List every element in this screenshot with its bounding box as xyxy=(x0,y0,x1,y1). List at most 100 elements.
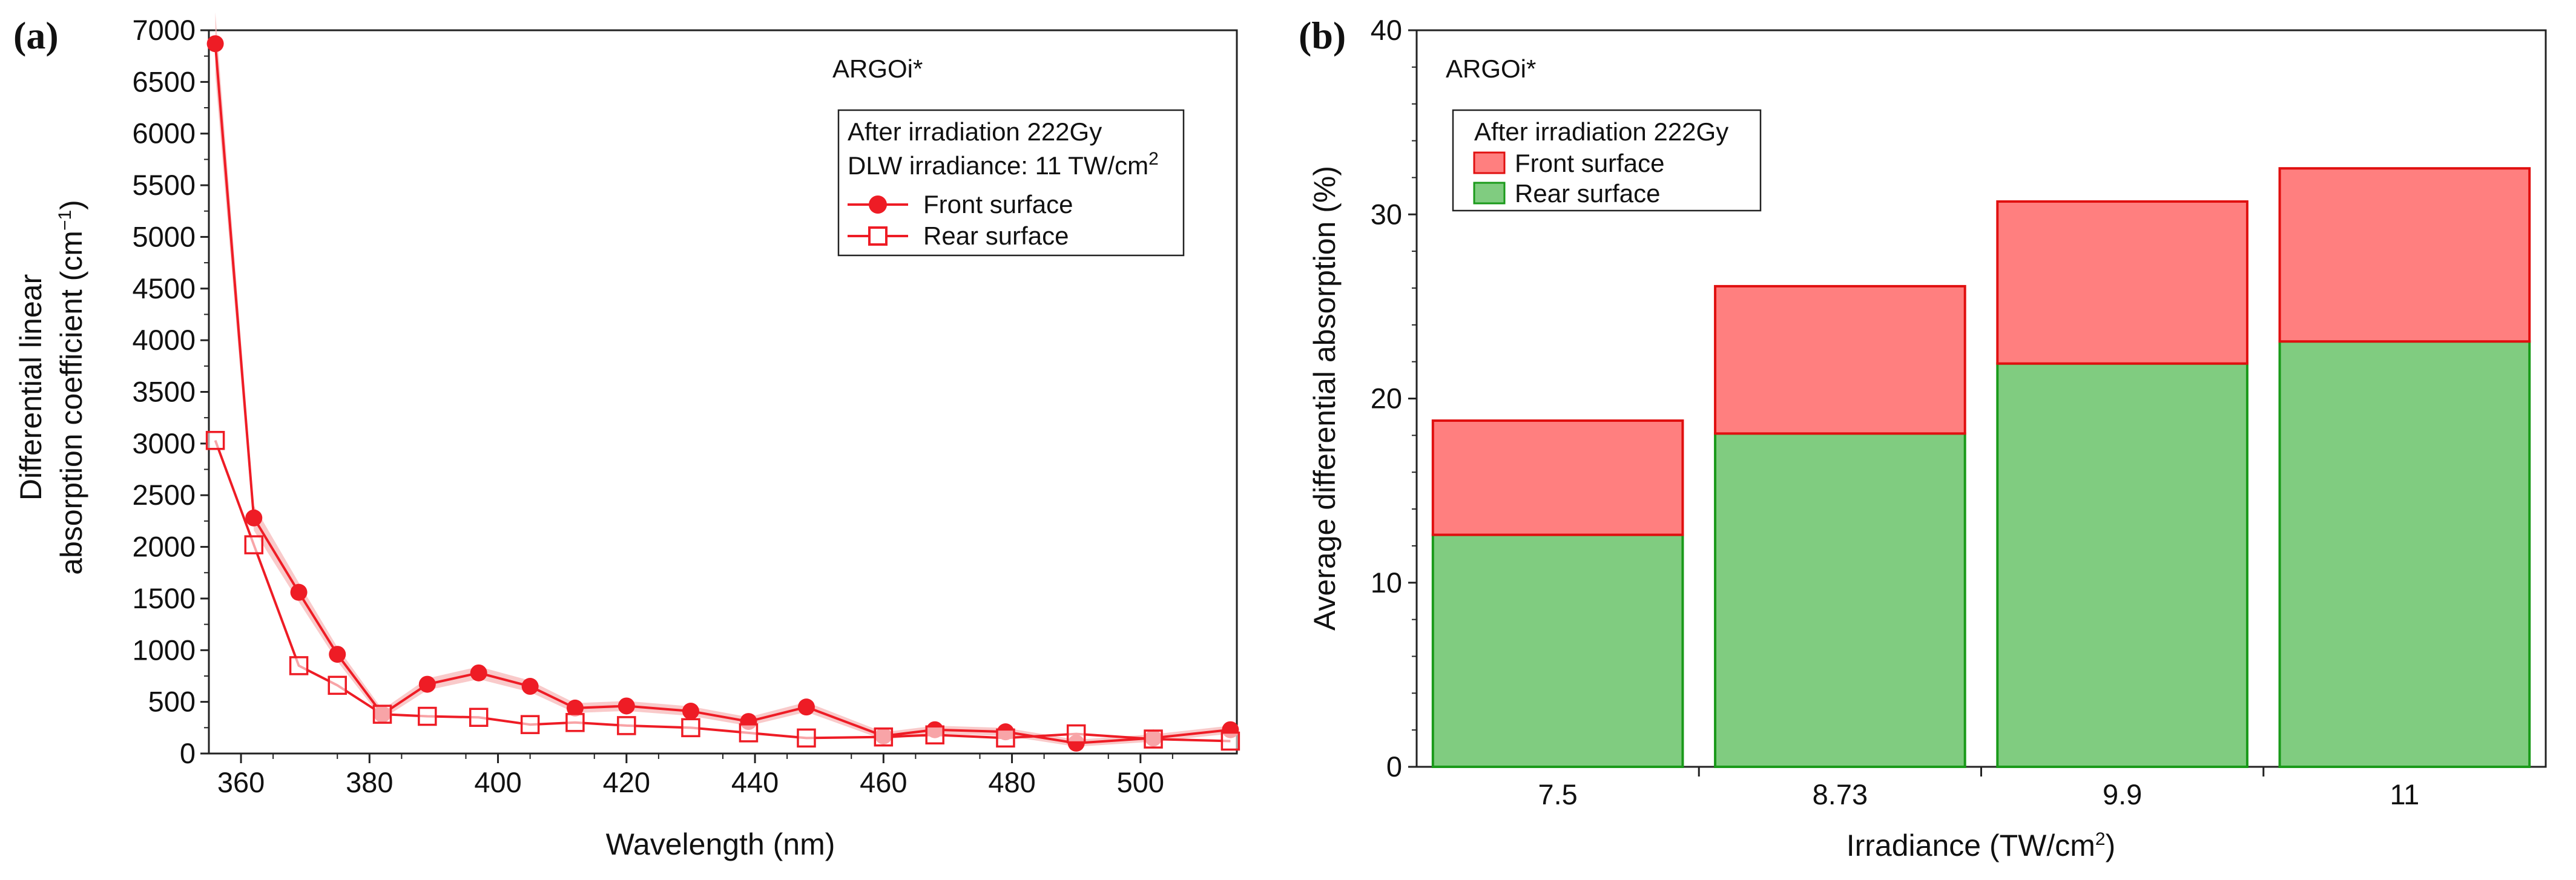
bar-front-surface xyxy=(1996,200,2248,365)
rear-surface-point xyxy=(925,725,944,745)
x-tick-label-a: 500 xyxy=(1117,766,1164,798)
y-tick-label-a: 5000 xyxy=(132,220,196,252)
rear-surface-point xyxy=(797,728,816,748)
front-surface-point xyxy=(682,703,699,720)
front-surface-point xyxy=(329,646,346,663)
y-tick-label-a: 6000 xyxy=(132,117,196,149)
y-tick-label-a: 4500 xyxy=(132,272,196,304)
front-surface-point xyxy=(566,699,584,717)
y-axis-b: 0 10 20 30 40 xyxy=(1371,14,1417,783)
y-tick-label-a: 5500 xyxy=(132,169,196,201)
x-tick-label-a: 420 xyxy=(603,766,650,798)
legend-b-front-label: Front surface xyxy=(1515,149,1664,177)
legend-a-irradiance-sup: 2 xyxy=(1148,149,1159,169)
rear-surface-point xyxy=(739,723,759,743)
rear-surface-point xyxy=(565,713,585,732)
legend-a-front-label: Front surface xyxy=(923,190,1073,218)
front-surface-point xyxy=(290,583,308,601)
front-surface-point xyxy=(470,664,487,681)
y-tick-label-b: 30 xyxy=(1371,198,1402,230)
y-axis-title-b: Average differential absorption (%) xyxy=(1308,166,1342,631)
x-tick-label-a: 400 xyxy=(474,766,521,798)
front-surface-point xyxy=(797,698,815,716)
front-surface-point xyxy=(206,35,224,53)
panel-label-b: (b) xyxy=(1299,14,1346,57)
front-surface-point xyxy=(521,678,539,695)
annotation-b: ARGOi* xyxy=(1446,54,1536,83)
bar-front-surface xyxy=(1431,419,1684,536)
bar-rear-surface xyxy=(2278,340,2531,768)
chart-a: (a) 050010001500200025003000350040004500… xyxy=(13,12,1240,861)
y-tick-label-b: 20 xyxy=(1371,383,1402,415)
rear-surface-point xyxy=(418,706,437,726)
legend-a-rear-marker xyxy=(868,226,888,246)
rear-surface-point xyxy=(205,430,225,450)
y-tick-label-a: 0 xyxy=(180,737,196,769)
rear-surface-point xyxy=(372,704,392,724)
bar-rear-surface xyxy=(1431,533,1684,769)
legend-a-irradiance-main: DLW irradiance: 11 TW/cm xyxy=(848,151,1148,180)
front-surface-point xyxy=(618,697,635,715)
rear-surface-point xyxy=(617,716,636,735)
y-tick-label-a: 6500 xyxy=(132,65,196,97)
bar-rear-surface xyxy=(1714,432,1966,768)
rear-surface-point xyxy=(520,715,540,734)
legend-a-irradiance: DLW irradiance: 11 TW/cm2 xyxy=(848,149,1159,180)
rear-surface-point xyxy=(328,675,347,695)
x-tick-label-a: 360 xyxy=(217,766,265,798)
legend-a-title: After irradiation 222Gy xyxy=(848,117,1102,146)
y-tick-label-a: 1000 xyxy=(132,634,196,666)
legend-box-a xyxy=(837,109,1185,257)
front-surface-point xyxy=(245,509,263,527)
rear-surface-point xyxy=(996,728,1015,748)
legend-a: After irradiation 222Gy DLW irradiance: … xyxy=(837,109,1185,257)
bar-front-surface xyxy=(2278,167,2531,343)
rear-surface-point xyxy=(1144,729,1163,749)
front-surface-point xyxy=(418,675,436,693)
y-axis-title-a-main: absorption coefficient (cm xyxy=(54,231,88,575)
series-group-a xyxy=(205,12,1240,752)
x-axis-b: 7.5 8.73 9.9 11 xyxy=(1538,767,2419,810)
y-tick-label-a: 2500 xyxy=(132,479,196,511)
legend-b-rear-swatch xyxy=(1473,182,1506,205)
bar-front-surface xyxy=(1714,284,1966,435)
y-tick-label-a: 500 xyxy=(148,686,196,718)
y-axis-title-a-sup: −1 xyxy=(55,210,75,231)
y-tick-label-a: 3000 xyxy=(132,427,196,459)
legend-b-title: After irradiation 222Gy xyxy=(1474,117,1728,146)
rear-surface-point xyxy=(874,727,894,747)
y-tick-label-a: 7000 xyxy=(132,14,196,46)
rear-surface-point xyxy=(469,708,489,727)
y-axis-title-a-line2: absorption coefficient (cm−1) xyxy=(54,200,88,575)
y-tick-label-b: 10 xyxy=(1371,566,1402,599)
y-tick-label-a: 1500 xyxy=(132,582,196,614)
legend-b-front-swatch xyxy=(1473,151,1506,174)
x-tick-label-a: 380 xyxy=(346,766,393,798)
legend-b-rear-label: Rear surface xyxy=(1515,179,1660,208)
rear-surface-point xyxy=(244,535,264,554)
legend-a-rear-label: Rear surface xyxy=(923,222,1069,250)
legend-a-front-marker xyxy=(869,195,887,214)
panel-label-a: (a) xyxy=(13,14,59,57)
y-axis-title-a-close: ) xyxy=(54,200,88,210)
y-tick-label-a: 2000 xyxy=(132,531,196,563)
x-tick-label-b: 11 xyxy=(2390,778,2419,810)
rear-surface-point xyxy=(289,656,309,675)
y-tick-label-b: 40 xyxy=(1371,14,1402,46)
x-tick-label-b: 9.9 xyxy=(2103,778,2142,810)
x-tick-label-b: 8.73 xyxy=(1813,778,1868,810)
x-tick-label-a: 480 xyxy=(988,766,1035,798)
annotation-a: ARGOi* xyxy=(832,54,923,83)
x-axis-title-b-main: Irradiance (TW/cm xyxy=(1846,829,2095,862)
rear-surface-point xyxy=(1066,724,1086,744)
y-tick-label-b: 0 xyxy=(1386,750,1402,783)
rear-surface-point xyxy=(681,718,700,738)
rear-surface-point xyxy=(1220,731,1240,751)
x-axis-title-b-close: ) xyxy=(2106,829,2116,862)
y-tick-label-a: 3500 xyxy=(132,376,196,408)
x-axis-title-b: Irradiance (TW/cm2) xyxy=(1846,829,2116,862)
x-tick-label-a: 460 xyxy=(860,766,907,798)
x-axis-title-a: Wavelength (nm) xyxy=(606,827,835,861)
y-tick-label-a: 4000 xyxy=(132,324,196,356)
